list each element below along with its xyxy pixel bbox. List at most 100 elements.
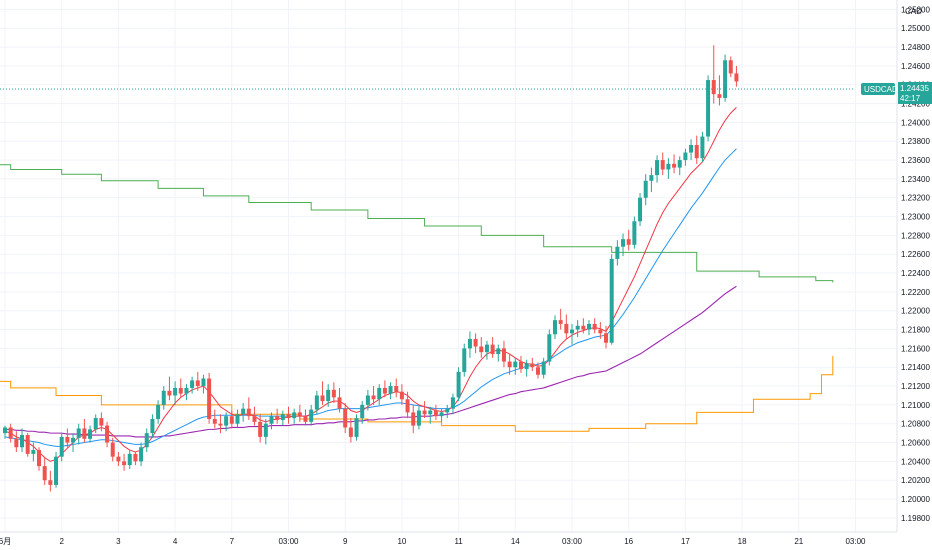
candle[interactable] — [643, 174, 648, 206]
candle[interactable] — [501, 340, 506, 368]
candle[interactable] — [615, 240, 620, 266]
candle[interactable] — [428, 406, 433, 424]
candle[interactable] — [547, 329, 552, 366]
candle[interactable] — [388, 382, 393, 400]
candle[interactable] — [280, 410, 285, 426]
candle[interactable] — [473, 333, 478, 354]
candle[interactable] — [552, 315, 557, 339]
candle[interactable] — [156, 400, 161, 424]
candle[interactable] — [558, 308, 563, 330]
candle[interactable] — [337, 387, 342, 413]
candle[interactable] — [127, 450, 132, 469]
candle[interactable] — [416, 406, 421, 430]
candle[interactable] — [700, 131, 705, 162]
candle[interactable] — [275, 408, 280, 424]
candle[interactable] — [82, 419, 87, 443]
price-axis[interactable]: 1.252001.250001.248001.246001.244001.242… — [901, 5, 930, 522]
candle[interactable] — [524, 359, 529, 377]
candle[interactable] — [93, 414, 98, 434]
candle[interactable] — [71, 433, 76, 452]
candle[interactable] — [382, 380, 387, 398]
candle[interactable] — [3, 425, 7, 439]
candle[interactable] — [530, 357, 535, 371]
candle[interactable] — [445, 404, 450, 419]
candle[interactable] — [110, 437, 115, 462]
time-axis[interactable]: 6月 2 3 4 7 03:00 9 10 11 14 03:00 16 17 18 21 03:00 — [0, 537, 866, 546]
candle[interactable] — [377, 384, 382, 405]
candle[interactable] — [258, 414, 263, 443]
candle[interactable] — [723, 54, 728, 102]
candle[interactable] — [467, 331, 472, 358]
candle[interactable] — [229, 410, 234, 429]
candle[interactable] — [320, 381, 325, 405]
candle[interactable] — [422, 401, 427, 419]
candle[interactable] — [666, 158, 671, 179]
candle[interactable] — [649, 167, 654, 193]
candle[interactable] — [621, 233, 626, 257]
candle[interactable] — [173, 381, 178, 405]
candle[interactable] — [269, 412, 274, 430]
candle[interactable] — [496, 344, 501, 362]
candle[interactable] — [399, 384, 404, 405]
candle[interactable] — [207, 372, 212, 424]
candlesticks[interactable] — [3, 45, 739, 492]
candle[interactable] — [65, 428, 70, 448]
candle[interactable] — [303, 409, 308, 426]
candle[interactable] — [518, 355, 523, 373]
candle[interactable] — [365, 389, 370, 411]
candle[interactable] — [535, 362, 540, 379]
candle[interactable] — [42, 456, 47, 485]
candle[interactable] — [394, 378, 399, 398]
candle[interactable] — [20, 428, 25, 452]
candle[interactable] — [224, 412, 229, 432]
candle[interactable] — [241, 403, 246, 422]
candle[interactable] — [706, 75, 711, 142]
candle[interactable] — [348, 418, 353, 443]
candle[interactable] — [484, 340, 489, 360]
candle[interactable] — [99, 412, 104, 432]
candle[interactable] — [677, 156, 682, 176]
candle[interactable] — [201, 374, 206, 394]
candle[interactable] — [360, 401, 365, 424]
candle[interactable] — [626, 229, 631, 251]
candle[interactable] — [711, 45, 716, 104]
candle[interactable] — [541, 357, 546, 379]
candle[interactable] — [734, 65, 739, 87]
candle[interactable] — [660, 152, 665, 176]
candle[interactable] — [456, 367, 461, 402]
candle[interactable] — [76, 423, 81, 445]
candle[interactable] — [462, 343, 467, 377]
candle[interactable] — [638, 193, 643, 226]
candle[interactable] — [694, 135, 699, 164]
candle[interactable] — [371, 386, 376, 405]
candle[interactable] — [326, 384, 331, 407]
candle[interactable] — [405, 391, 410, 419]
candle[interactable] — [297, 404, 302, 422]
candle[interactable] — [604, 325, 609, 349]
candle[interactable] — [609, 254, 614, 345]
candle[interactable] — [59, 433, 64, 462]
candle[interactable] — [105, 421, 110, 448]
candle[interactable] — [286, 406, 291, 424]
candle[interactable] — [184, 384, 189, 401]
candle[interactable] — [717, 75, 722, 106]
candle[interactable] — [122, 453, 127, 471]
candle[interactable] — [144, 428, 149, 452]
candle[interactable] — [252, 406, 257, 426]
candle[interactable] — [235, 409, 240, 428]
candle[interactable] — [195, 371, 200, 391]
candle[interactable] — [161, 386, 166, 410]
candle[interactable] — [54, 451, 59, 488]
candle[interactable] — [14, 431, 19, 452]
candle[interactable] — [450, 393, 455, 415]
candle[interactable] — [632, 216, 637, 249]
candle[interactable] — [218, 414, 223, 434]
candle[interactable] — [150, 414, 155, 438]
candle[interactable] — [246, 397, 251, 420]
candle[interactable] — [116, 451, 121, 467]
candle[interactable] — [178, 378, 183, 398]
candle[interactable] — [37, 447, 42, 471]
candle[interactable] — [314, 390, 319, 415]
candle[interactable] — [564, 314, 569, 339]
